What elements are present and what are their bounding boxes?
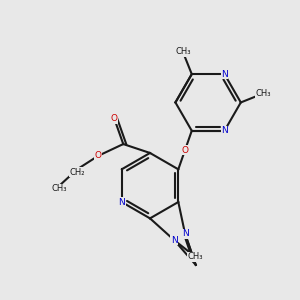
Text: N: N: [171, 236, 178, 245]
Text: CH₃: CH₃: [175, 47, 190, 56]
Text: O: O: [94, 152, 101, 160]
Text: O: O: [182, 146, 188, 154]
Text: CH₃: CH₃: [255, 89, 271, 98]
Text: CH₃: CH₃: [52, 184, 67, 193]
Text: N: N: [118, 197, 125, 206]
Text: CH₂: CH₂: [69, 168, 85, 177]
Text: CH₃: CH₃: [188, 252, 203, 261]
Text: N: N: [221, 70, 228, 79]
Text: N: N: [221, 126, 228, 135]
Text: N: N: [182, 230, 188, 238]
Text: O: O: [111, 114, 118, 123]
